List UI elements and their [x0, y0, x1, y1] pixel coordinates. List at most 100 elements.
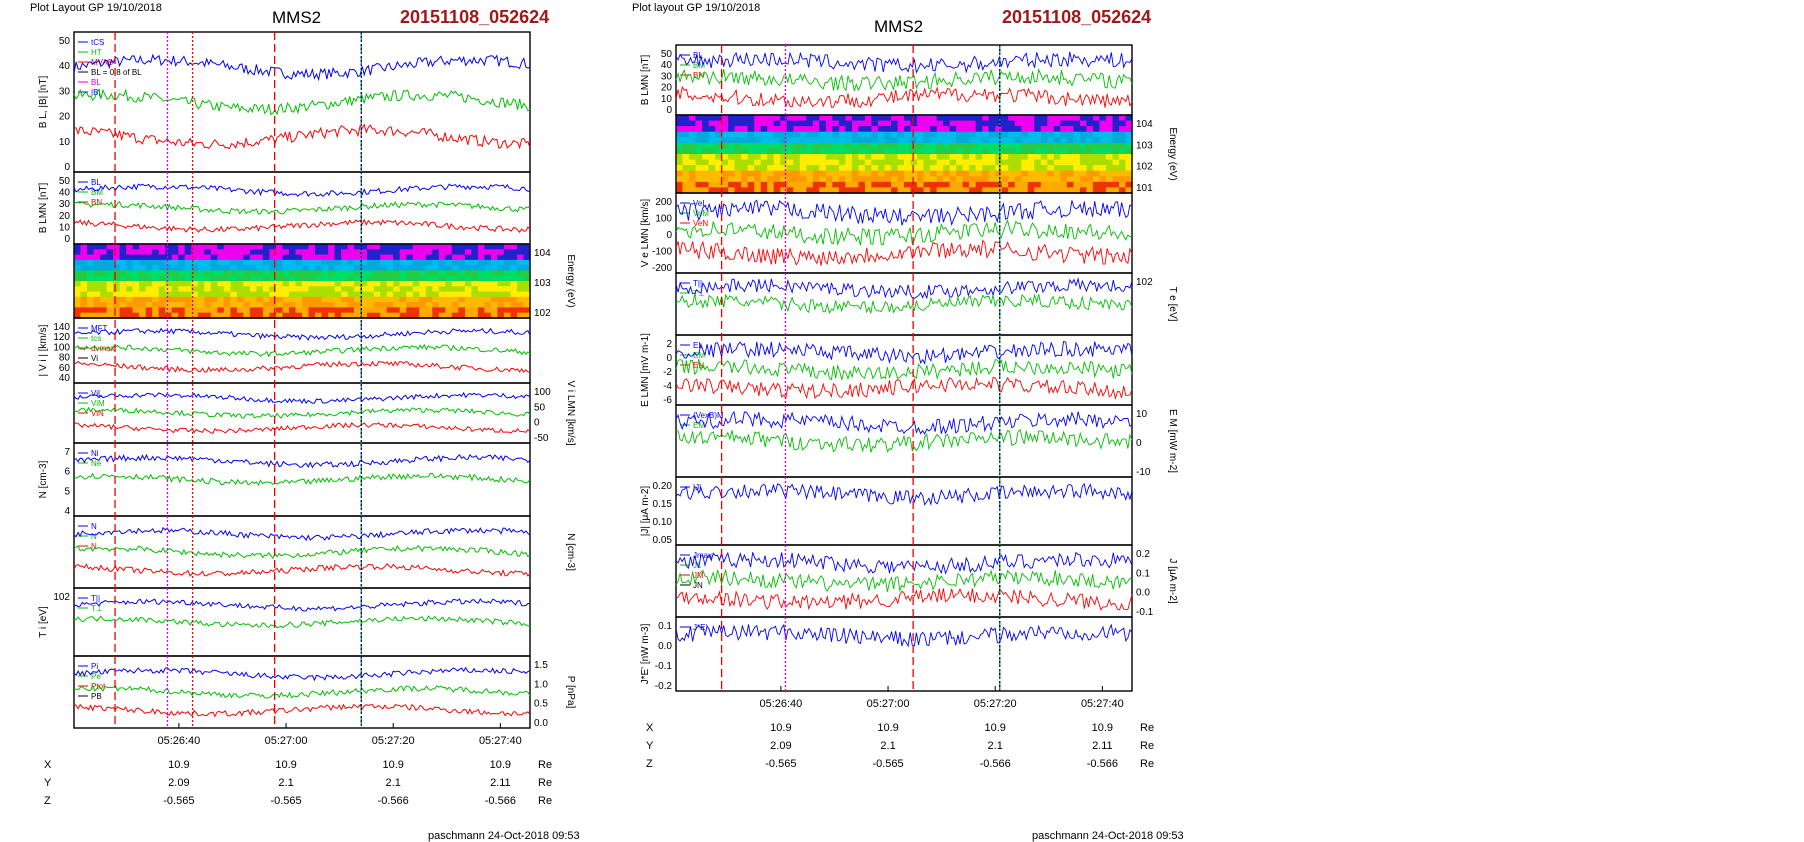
- spectrogram-cell: [962, 176, 970, 183]
- spectrogram-cell: [210, 254, 218, 261]
- spectrogram-cell: [119, 254, 127, 261]
- spectrogram-cell: [871, 126, 879, 133]
- spectrogram-cell: [871, 148, 879, 155]
- spectrogram-cell: [689, 159, 697, 166]
- panel-frame: [73, 31, 531, 173]
- spectrogram-cell: [871, 142, 879, 150]
- spectrogram-cell: [773, 137, 781, 144]
- spectrogram-cell: [695, 131, 703, 138]
- spectrogram-cell: [328, 296, 336, 303]
- spectrogram-cell: [126, 286, 134, 293]
- spectrogram-cell: [760, 165, 768, 172]
- spectrogram-cell: [321, 265, 329, 271]
- spectrogram-cell: [412, 270, 420, 277]
- spectrogram-cell: [1105, 148, 1113, 155]
- y-tick-label: 104: [534, 248, 551, 259]
- panel-frame: [73, 515, 531, 589]
- spectrogram-cell: [708, 159, 716, 166]
- spectrogram-cell: [897, 137, 905, 144]
- spectrogram-cell: [864, 165, 872, 172]
- spectrogram-R2: [676, 115, 1133, 194]
- spectrogram-cell: [1092, 159, 1100, 166]
- spectrogram-cell: [923, 181, 931, 189]
- legend-entry: EL: [693, 341, 703, 350]
- spectrogram-cell: [754, 126, 762, 133]
- spectrogram-cell: [87, 254, 95, 261]
- spectrogram-cell: [302, 265, 310, 271]
- spectrogram-cell: [249, 302, 257, 308]
- spectrogram-cell: [975, 159, 983, 166]
- spectrogram-cell: [152, 291, 160, 298]
- spectrogram-cell: [412, 275, 420, 282]
- spectrogram-cell: [438, 302, 446, 308]
- spectrogram-cell: [910, 126, 918, 133]
- spectrogram-cell: [386, 259, 394, 266]
- ephemeris-value: 2.11: [1092, 740, 1113, 752]
- spectrogram-cell: [393, 254, 401, 261]
- spectrogram-cell: [100, 296, 108, 303]
- spectrogram-cell: [484, 244, 492, 250]
- spectrogram-cell: [741, 148, 749, 155]
- spectrogram-cell: [760, 120, 768, 127]
- spectrogram-cell: [1040, 154, 1048, 161]
- spectrogram-cell: [197, 265, 205, 271]
- ephemeris-value: 10.9: [275, 759, 296, 771]
- footer-credit-left: paschmann 24-Oct-2018 09:53: [428, 830, 580, 842]
- spectrogram-cell: [1014, 142, 1022, 150]
- spectrogram-cell: [282, 286, 290, 293]
- spectrogram-cell: [249, 259, 257, 266]
- spectrogram-cell: [995, 148, 1003, 155]
- spectrogram-cell: [165, 249, 173, 256]
- spectrogram-cell: [754, 170, 762, 177]
- spectrogram-cell: [106, 307, 114, 314]
- y-axis-label: J [μA m-2]: [1167, 558, 1178, 603]
- spectrogram-cell: [995, 187, 1003, 194]
- spectrogram-cell: [113, 259, 121, 266]
- spectrogram-cell: [988, 181, 996, 189]
- spectrogram-cell: [793, 159, 801, 166]
- spectrogram-cell: [825, 181, 833, 189]
- spectrogram-cell: [302, 302, 310, 308]
- spectrogram-cell: [995, 137, 1003, 144]
- spectrogram-cell: [1099, 137, 1107, 144]
- spectrogram-cell: [386, 281, 394, 287]
- spectrogram-cell: [982, 176, 990, 183]
- spectrogram-cell: [295, 307, 303, 314]
- spectrogram-cell: [360, 307, 368, 314]
- y-tick-label: 20: [59, 112, 71, 123]
- spectrogram-cell: [715, 165, 723, 172]
- spectrogram-cell: [367, 265, 375, 271]
- spectrogram-cell: [1086, 170, 1094, 177]
- spectrogram-cell: [734, 142, 742, 150]
- spectrogram-cell: [1092, 176, 1100, 183]
- spectrogram-cell: [360, 244, 368, 250]
- spectrogram-cell: [158, 270, 166, 277]
- spectrogram-cell: [328, 281, 336, 287]
- ephemeris-value: -0.565: [872, 758, 903, 770]
- spectrogram-cell: [943, 154, 951, 161]
- legend-entry: Ne: [91, 459, 102, 468]
- y-axis-label: B LMN [nT]: [640, 55, 651, 106]
- spectrogram-cell: [354, 244, 362, 250]
- spectrogram-cell: [1086, 176, 1094, 183]
- spectrogram-cell: [917, 142, 925, 150]
- spectrogram-cell: [1034, 176, 1042, 183]
- spectrogram-cell: [412, 265, 420, 271]
- spectrogram-cell: [689, 120, 697, 127]
- spectrogram-cell: [715, 170, 723, 177]
- spectrogram-cell: [464, 312, 472, 319]
- y-tick-label: 50: [59, 176, 71, 187]
- spectrogram-cell: [1027, 159, 1035, 166]
- spectrogram-cell: [510, 270, 518, 277]
- spectrogram-cell: [845, 154, 853, 161]
- spectrogram-cell: [819, 126, 827, 133]
- spectrogram-cell: [1086, 159, 1094, 166]
- spectrogram-cell: [100, 286, 108, 293]
- spectrogram-cell: [490, 244, 498, 250]
- spectrogram-cell: [321, 296, 329, 303]
- spectrogram-cell: [367, 270, 375, 277]
- spectrogram-cell: [962, 137, 970, 144]
- spectrogram-cell: [497, 254, 505, 261]
